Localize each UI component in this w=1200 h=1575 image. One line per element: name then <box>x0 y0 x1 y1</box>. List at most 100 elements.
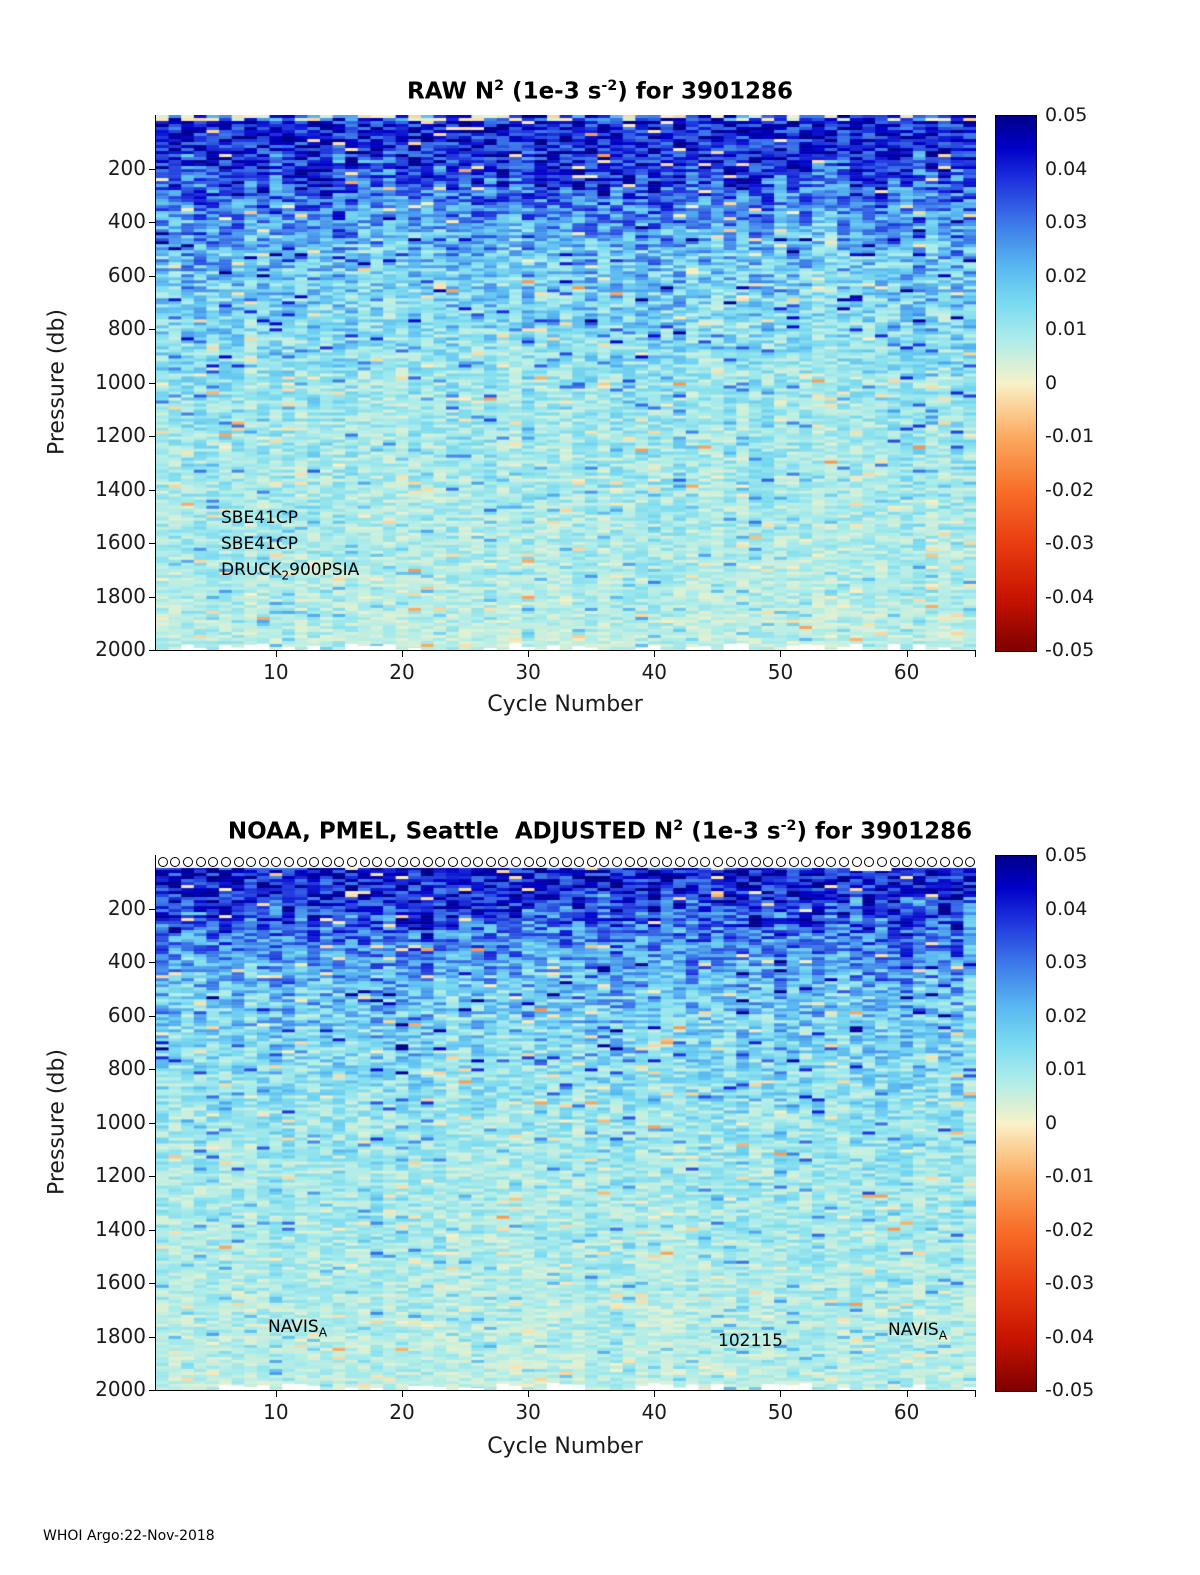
surface-qc-circle-marker <box>889 857 900 867</box>
surface-qc-circle-marker <box>611 857 622 867</box>
x-tick-label: 40 <box>641 1400 668 1424</box>
surface-qc-circle-marker <box>876 857 887 867</box>
annotation-float-type-right: NAVISA <box>888 1320 948 1343</box>
y-tick-mark <box>149 1390 156 1391</box>
y-tick-label: 1800 <box>95 1323 146 1348</box>
colorbar-tick-label: -0.01 <box>1045 1165 1095 1187</box>
x-tick-label: 10 <box>263 660 289 684</box>
surface-qc-circle-marker <box>384 857 395 867</box>
surface-qc-circle-marker <box>485 857 496 867</box>
x-tick-mark <box>275 1390 277 1397</box>
surface-qc-circle-marker <box>435 857 446 867</box>
adjusted-plot-title: NOAA, PMEL, Seattle ADJUSTED N2 (1e-3 s-… <box>227 818 973 845</box>
x-tick-label: 50 <box>767 660 794 684</box>
y-tick-mark <box>149 168 156 170</box>
surface-qc-circle-marker <box>902 857 913 867</box>
surface-qc-circle-marker <box>258 857 269 867</box>
x-tick-mark <box>528 650 530 657</box>
y-tick-label: 800 <box>107 1056 146 1080</box>
y-tick-mark <box>149 908 156 910</box>
surface-qc-circle-marker <box>826 857 837 867</box>
colorbar-tick-label: -0.04 <box>1045 585 1095 608</box>
surface-qc-circle-marker <box>170 857 181 867</box>
surface-qc-circle-marker <box>523 857 534 867</box>
x-tick-label: 30 <box>515 1400 541 1424</box>
surface-qc-circle-marker <box>347 857 358 867</box>
colorbar-tick-label: -0.02 <box>1045 478 1095 501</box>
surface-qc-circle-marker <box>334 857 345 867</box>
colorbar-tick-label: 0.02 <box>1045 1004 1088 1027</box>
y-tick-label: 1400 <box>95 476 146 501</box>
y-tick-mark <box>149 543 156 544</box>
y-tick-mark <box>149 275 156 277</box>
surface-qc-circle-marker <box>700 857 711 867</box>
colorbar-tick-label: -0.02 <box>1045 1218 1095 1241</box>
y-tick-mark <box>149 1122 156 1124</box>
surface-qc-circle-marker <box>952 857 963 867</box>
adjusted-heatmap-axes: NAVISA 102115 NAVISA 10 20 30 40 50 60 200 400 6… <box>95 855 976 1424</box>
y-tick-label: 1000 <box>95 369 146 394</box>
raw-x-axis-label: Cycle Number <box>487 692 643 717</box>
x-axis-end-tick <box>975 1390 976 1397</box>
x-axis-end-tick <box>975 650 976 657</box>
surface-qc-circle-marker <box>561 857 572 867</box>
surface-qc-circle-marker <box>309 857 320 867</box>
surface-qc-circle-marker <box>927 857 938 867</box>
adjusted-x-axis-label: Cycle Number <box>487 1434 643 1459</box>
y-tick-label: 800 <box>107 316 146 340</box>
surface-qc-circle-marker <box>574 857 585 867</box>
raw-plot-title: RAW N2 (1e-3 s-2) for 3901286 <box>407 78 793 105</box>
surface-qc-circle-marker <box>195 857 206 867</box>
annotation-ctd-sensor-1: SBE41CP <box>221 508 298 528</box>
x-tick-mark <box>275 650 277 657</box>
annotation-serial-number: 102115 <box>718 1331 783 1351</box>
raw-heatmap-canvas <box>156 115 976 650</box>
y-tick-label: 1200 <box>95 1163 146 1187</box>
y-tick-label: 400 <box>107 209 146 233</box>
surface-qc-circle-marker <box>687 857 698 867</box>
surface-qc-circle-marker <box>738 857 749 867</box>
adjusted-heatmap-canvas <box>156 855 976 1390</box>
y-tick-mark <box>149 436 156 437</box>
y-tick-label: 2000 <box>95 1377 146 1401</box>
y-tick-label: 600 <box>107 1002 146 1027</box>
colorbar-tick-label: 0 <box>1045 371 1058 394</box>
adjusted-colorbar-labels: 0.05 0.04 0.03 0.02 0.01 0 -0.01 -0.02 -0.03 -0.0… <box>1045 844 1125 1401</box>
y-tick-mark <box>149 1176 156 1177</box>
colorbar-tick-label: -0.01 <box>1045 425 1095 447</box>
surface-qc-circle-marker <box>788 857 799 867</box>
y-tick-mark <box>149 1069 156 1070</box>
surface-qc-circle-marker <box>359 857 370 867</box>
surface-qc-circle-marker <box>939 857 950 867</box>
x-tick-label: 10 <box>263 1400 289 1424</box>
x-tick-label: 30 <box>515 660 541 684</box>
raw-heatmap-axes: SBE41CP SBE41CP DRUCK2900PSIA 10 20 30 40 50… <box>95 115 976 684</box>
surface-qc-circle-marker <box>599 857 610 867</box>
surface-qc-circle-marker <box>511 857 522 867</box>
surface-qc-circle-marker <box>271 857 282 867</box>
annotation-ctd-sensor-2: SBE41CP <box>221 534 298 554</box>
surface-qc-circle-marker <box>498 857 509 867</box>
y-tick-label: 1600 <box>95 530 146 554</box>
surface-qc-circle-marker <box>725 857 736 867</box>
surface-qc-circle-marker <box>422 857 433 867</box>
surface-qc-circle-marker <box>649 857 660 867</box>
x-tick-mark <box>402 1390 403 1397</box>
surface-qc-circle-marker <box>750 857 761 867</box>
x-tick-mark <box>780 1390 782 1397</box>
annotation-pressure-sensor: DRUCK2900PSIA <box>221 560 360 583</box>
surface-qc-circle-marker <box>157 857 168 867</box>
y-tick-label: 1400 <box>95 1216 146 1241</box>
y-tick-label: 200 <box>107 155 146 180</box>
raw-colorbar <box>995 115 1037 652</box>
colorbar-tick-label: 0.03 <box>1045 951 1088 973</box>
y-tick-label: 1200 <box>95 423 146 447</box>
surface-qc-circle-marker <box>586 857 597 867</box>
colorbar-tick-label: -0.05 <box>1045 639 1095 661</box>
y-tick-mark <box>149 1015 156 1017</box>
surface-qc-circle-marker <box>965 857 976 867</box>
colorbar-tick-label: 0.05 <box>1045 104 1088 126</box>
x-tick-label: 60 <box>893 660 920 684</box>
x-tick-mark <box>906 1390 908 1397</box>
